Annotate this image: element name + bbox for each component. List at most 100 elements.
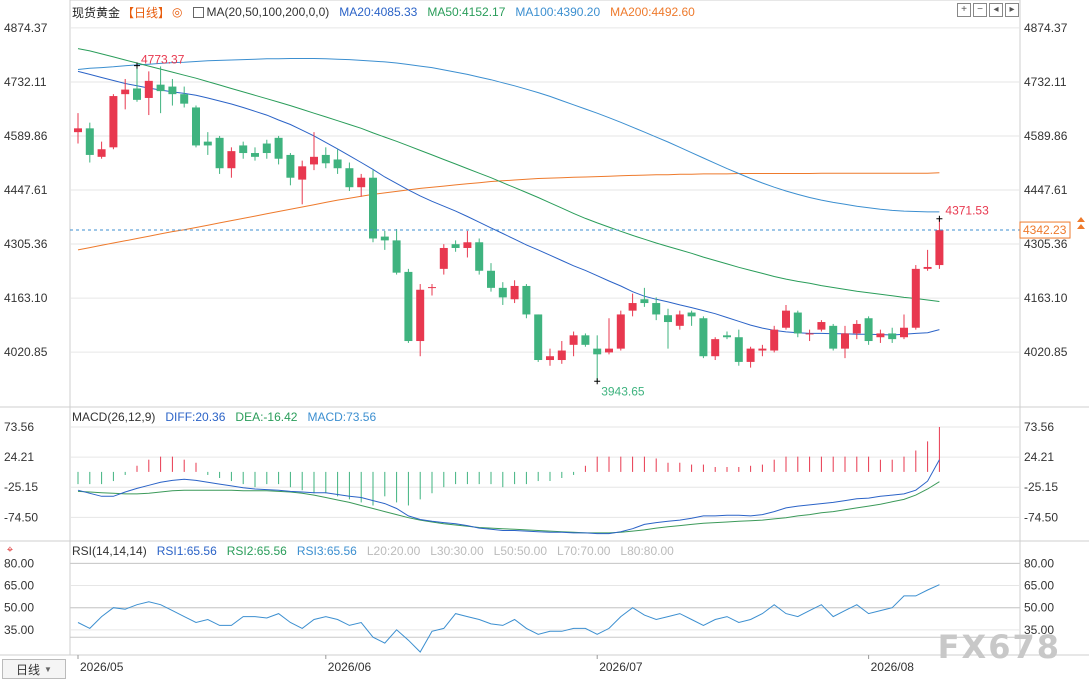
candle-body <box>144 80 153 98</box>
macd-header: MACD(26,12,9) DIFF:20.36 DEA:-16.42 MACD… <box>72 409 376 425</box>
candle-body <box>911 268 920 328</box>
macd-diff-line <box>77 459 940 535</box>
candle-body <box>900 327 908 338</box>
price-tick-left: 4874.37 <box>4 21 48 35</box>
ma-toggle-icon[interactable] <box>192 6 204 18</box>
watermark-logo: FX678 <box>937 628 1061 666</box>
scroll-left-icon[interactable]: ◂ <box>989 3 1003 17</box>
candle-body <box>534 314 543 361</box>
candle-body <box>251 153 259 157</box>
candle-body <box>652 303 661 315</box>
candle-body <box>439 247 448 269</box>
candle-body <box>616 314 625 349</box>
rsi-l80: L80:80.00 <box>620 544 674 558</box>
candle-body <box>817 322 826 330</box>
ma50-value: MA50:4152.17 <box>427 5 506 19</box>
candle-body <box>321 154 330 164</box>
candle-body <box>758 348 767 351</box>
candle-body <box>546 356 554 361</box>
candle-body <box>888 333 897 340</box>
settings-icon[interactable]: ◎ <box>172 5 183 19</box>
crosshair-toggle-icon[interactable]: ⌖ <box>6 544 14 556</box>
rsi-tick-right: 35.00 <box>1024 623 1054 637</box>
candle-body <box>522 285 531 315</box>
date-label: 2026/07 <box>599 660 643 674</box>
macd-tick-left: 24.21 <box>4 450 34 464</box>
high-marker-icon <box>134 62 140 69</box>
zoom-in-icon[interactable]: + <box>957 3 971 17</box>
up-arrow-icon <box>1077 224 1085 230</box>
macd-tick-left: -25.15 <box>4 480 38 494</box>
macd-tick-left: 73.56 <box>4 420 34 434</box>
candle-body <box>782 310 790 328</box>
rsi-tick-right: 50.00 <box>1024 601 1054 615</box>
rsi-l50: L50:50.00 <box>493 544 548 558</box>
up-arrow-icon <box>1077 217 1085 223</box>
price-tick-left: 4020.85 <box>4 345 48 359</box>
candle-body <box>864 318 873 342</box>
date-label: 2026/08 <box>871 660 915 674</box>
candle-body <box>852 323 861 334</box>
period-low-label: 3943.65 <box>601 384 645 398</box>
rsi-tick-left: 35.00 <box>4 623 34 637</box>
candle-body <box>569 335 578 345</box>
candle-body <box>675 314 684 326</box>
rsi-tick-left: 80.00 <box>4 556 34 570</box>
candle-body <box>923 266 932 269</box>
candle-body <box>156 84 165 92</box>
candle-body <box>829 325 838 349</box>
ma50-line <box>77 48 940 302</box>
zoom-out-icon[interactable]: − <box>973 3 987 17</box>
rsi3-value: RSI3:65.56 <box>296 544 357 558</box>
macd-tick-right: -74.50 <box>1024 510 1058 524</box>
macd-tick-right: 24.21 <box>1024 450 1054 464</box>
candle-body <box>345 168 354 188</box>
period-selector-button[interactable]: 日线 ▼ <box>2 659 66 679</box>
candle-body <box>74 128 82 133</box>
candle-body <box>286 154 295 178</box>
candle-body <box>416 289 425 342</box>
candle-body <box>180 94 189 104</box>
candle-body <box>628 303 637 311</box>
macd-dea-line <box>77 481 940 534</box>
price-tick-right: 4589.86 <box>1024 129 1068 143</box>
candle-body <box>262 143 271 154</box>
candle-body <box>711 339 720 357</box>
date-label: 2026/06 <box>328 660 372 674</box>
candle-body <box>274 137 283 159</box>
price-tick-right: 4020.85 <box>1024 345 1068 359</box>
candle-body <box>392 240 401 273</box>
candle-body <box>121 89 130 95</box>
candle-body <box>664 315 672 323</box>
scroll-right-icon[interactable]: ▸ <box>1005 3 1019 17</box>
price-tick-right: 4732.11 <box>1024 75 1067 89</box>
price-tick-right: 4305.36 <box>1024 237 1068 251</box>
rsi-l20: L20:20.00 <box>366 544 421 558</box>
candle-body <box>133 88 141 100</box>
candle-body <box>357 177 366 188</box>
ma20-line <box>77 70 940 336</box>
ma200-line <box>77 172 940 251</box>
price-tick-left: 4589.86 <box>4 129 48 143</box>
candle-body <box>687 312 696 317</box>
candle-body <box>734 337 743 362</box>
rsi-tick-left: 50.00 <box>4 601 34 615</box>
candle-body <box>310 156 318 165</box>
candle-body <box>805 333 814 335</box>
macd-tick-right: 73.56 <box>1024 420 1054 434</box>
ma100-line <box>77 58 940 213</box>
candle-body <box>770 329 779 351</box>
candle-body <box>333 159 342 169</box>
candle-body <box>298 166 307 180</box>
current-price-value: 4342.23 <box>1023 223 1067 237</box>
candle-body <box>369 177 377 239</box>
candle-body <box>746 348 755 362</box>
candle-body <box>640 299 649 304</box>
rsi-tick-right: 80.00 <box>1024 556 1054 570</box>
recent-high-label: 4371.53 <box>945 204 989 218</box>
rsi-line <box>77 584 940 653</box>
candle-body <box>935 230 944 266</box>
price-tick-right: 4874.37 <box>1024 21 1068 35</box>
rsi2-value: RSI2:65.56 <box>226 544 287 558</box>
